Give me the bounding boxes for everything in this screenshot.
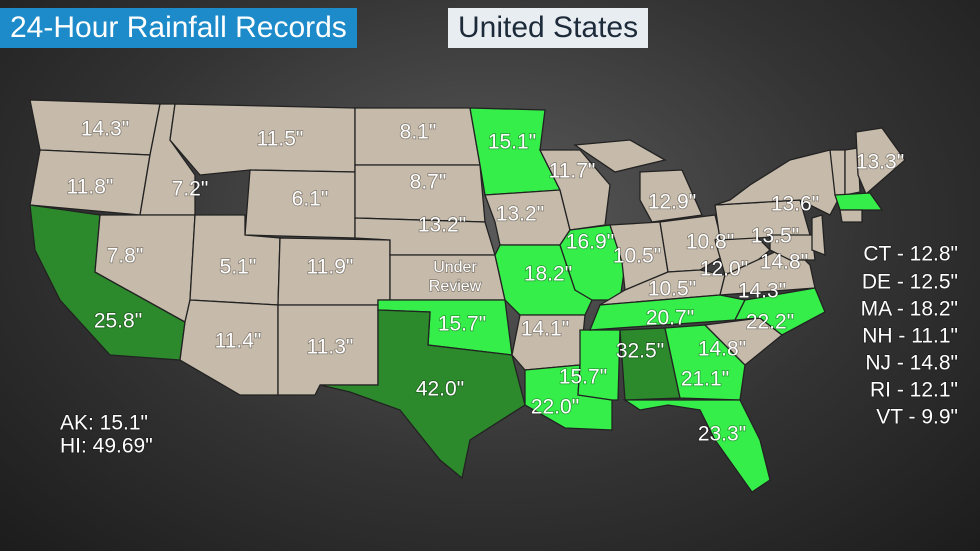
note: VT - 9.9" bbox=[876, 406, 958, 429]
subtitle: United States bbox=[448, 8, 649, 48]
state-label: 11.5" bbox=[257, 128, 304, 151]
state-label: 14.8" bbox=[698, 338, 746, 361]
state-label: 11.7" bbox=[549, 160, 596, 183]
other-states: AK: 15.1" HI: 49.69" bbox=[59, 411, 153, 459]
state-label: 12.0" bbox=[700, 258, 748, 281]
state-label: 16.9" bbox=[566, 231, 614, 254]
state-labels: 14.3" 11.8" 25.8" 7.2" 7.8" 11.5" 6.1" 5… bbox=[66, 117, 905, 447]
note: HI: 49.69" bbox=[60, 435, 153, 458]
state-label: 20.7" bbox=[646, 307, 694, 330]
state-label: 22.2" bbox=[746, 311, 794, 334]
states bbox=[29, 99, 906, 493]
note: MA - 18.2" bbox=[861, 298, 958, 321]
state-label: 13.2" bbox=[496, 203, 544, 226]
state-label: 32.5" bbox=[616, 340, 664, 363]
state-label: 25.8" bbox=[94, 310, 142, 333]
state-label: 13.3" bbox=[856, 151, 904, 174]
state-label: 14.8" bbox=[760, 251, 808, 274]
state-label: 13.2" bbox=[418, 214, 466, 237]
state-label: 14.3" bbox=[738, 280, 786, 303]
state-label: Review bbox=[429, 278, 482, 295]
note: RI - 12.1" bbox=[870, 379, 958, 402]
state-label: 10.8" bbox=[686, 231, 734, 254]
state-label: 6.1" bbox=[292, 188, 329, 211]
state-label: 13.6" bbox=[771, 193, 819, 216]
note: NJ - 14.8" bbox=[865, 352, 958, 375]
state-label: 11.3" bbox=[307, 336, 354, 359]
state-label: 14.3" bbox=[81, 118, 129, 141]
state-label: 7.2" bbox=[172, 178, 209, 201]
state-label: 13.5" bbox=[751, 225, 799, 248]
note: AK: 15.1" bbox=[60, 412, 148, 435]
state-label: 42.0" bbox=[416, 378, 464, 401]
state-label: 23.3" bbox=[698, 423, 746, 446]
note: CT - 12.8" bbox=[863, 243, 958, 266]
note: NH - 11.1" bbox=[862, 325, 958, 348]
state-label: 10.5" bbox=[648, 278, 696, 301]
state-label: 18.2" bbox=[524, 263, 572, 286]
note: DE - 12.5" bbox=[862, 271, 958, 294]
small-states: CT - 12.8" DE - 12.5" MA - 18.2" NH - 11… bbox=[860, 242, 959, 430]
state-label: 21.1" bbox=[681, 368, 729, 391]
state-label: 8.7" bbox=[410, 171, 447, 194]
state-label: 14.1" bbox=[521, 318, 569, 341]
state-label: 8.1" bbox=[400, 121, 437, 144]
state-label: 11.8" bbox=[67, 176, 114, 199]
state-label: 5.1" bbox=[220, 256, 257, 279]
state-label: 11.4" bbox=[215, 330, 262, 353]
state-label: 22.0" bbox=[531, 396, 579, 419]
state-label: 11.9" bbox=[307, 256, 354, 279]
title: 24-Hour Rainfall Records bbox=[0, 8, 357, 48]
state-label: Under bbox=[433, 259, 477, 276]
state-label: 15.7" bbox=[438, 313, 486, 336]
state-label: 15.1" bbox=[488, 131, 536, 154]
state-label: 7.8" bbox=[107, 245, 144, 268]
state-label: 15.7" bbox=[559, 366, 607, 389]
state-label: 12.9" bbox=[648, 191, 696, 214]
state-label: 10.5" bbox=[613, 245, 661, 268]
